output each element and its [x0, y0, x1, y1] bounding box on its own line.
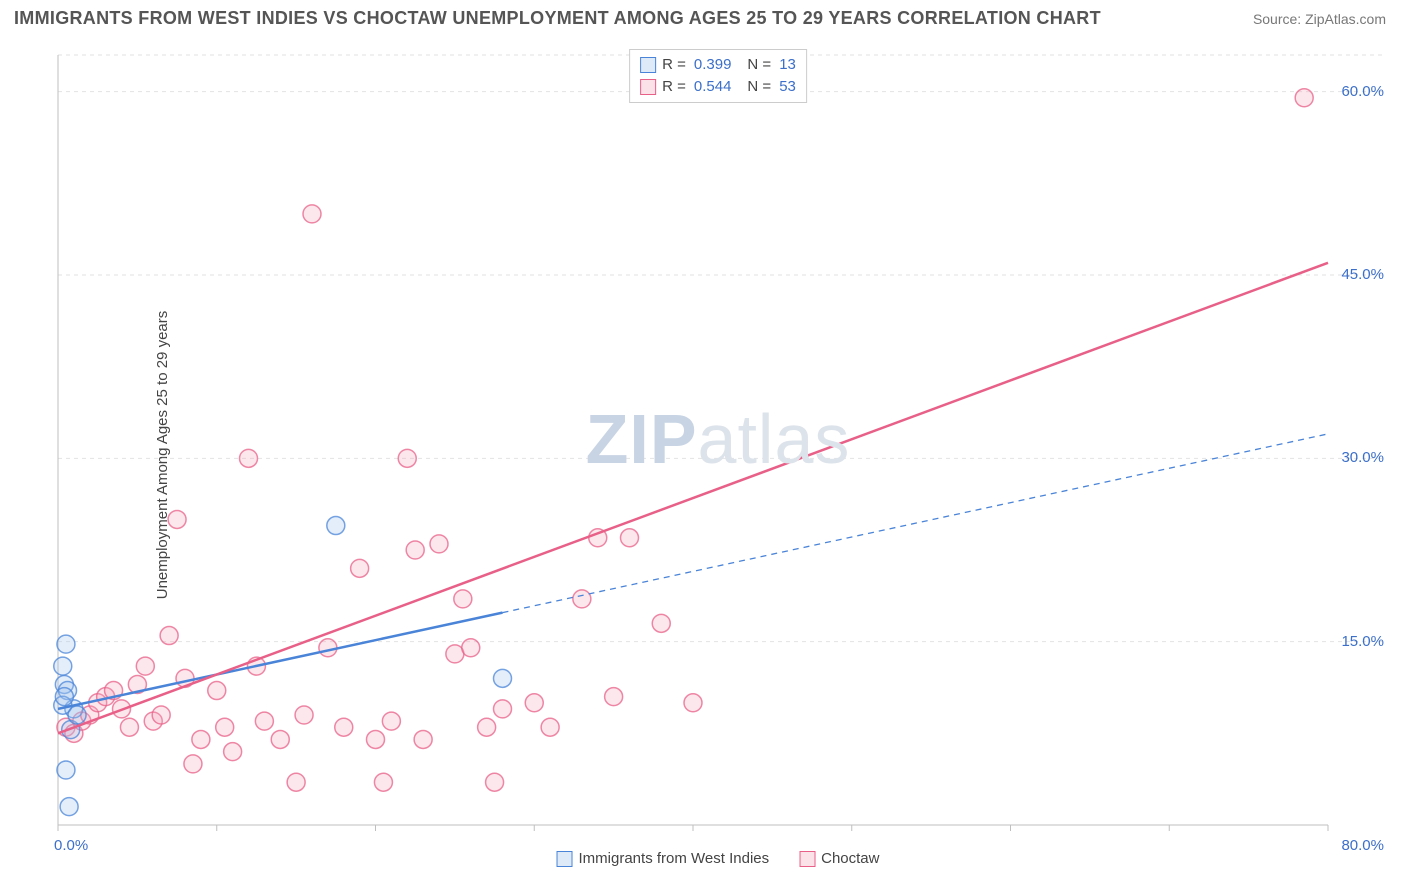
scatter-point: [224, 743, 242, 761]
scatter-point: [478, 718, 496, 736]
scatter-point: [430, 535, 448, 553]
scatter-point: [160, 627, 178, 645]
scatter-point: [573, 590, 591, 608]
correlation-chart: Unemployment Among Ages 25 to 29 years Z…: [48, 45, 1388, 865]
source-label: Source: ZipAtlas.com: [1253, 11, 1386, 27]
scatter-point: [295, 706, 313, 724]
legend-r-value: 0.544: [694, 76, 732, 98]
legend-n-label: N =: [747, 76, 771, 98]
scatter-point: [335, 718, 353, 736]
page-title: IMMIGRANTS FROM WEST INDIES VS CHOCTAW U…: [14, 8, 1101, 29]
trend-line: [58, 613, 503, 709]
scatter-point: [605, 688, 623, 706]
scatter-point: [367, 730, 385, 748]
legend-r-label: R =: [662, 76, 686, 98]
scatter-point: [1295, 89, 1313, 107]
y-tick-label: 30.0%: [1341, 449, 1384, 466]
x-max-label: 80.0%: [1341, 837, 1384, 854]
legend-r-label: R =: [662, 54, 686, 76]
scatter-point: [55, 688, 73, 706]
scatter-point: [303, 205, 321, 223]
scatter-point: [192, 730, 210, 748]
legend-n-value: 53: [779, 76, 796, 98]
scatter-point: [136, 657, 154, 675]
scatter-point: [208, 682, 226, 700]
legend-swatch: [640, 57, 656, 73]
scatter-point: [57, 635, 75, 653]
legend-swatch: [557, 851, 573, 867]
scatter-point: [216, 718, 234, 736]
scatter-point: [54, 657, 72, 675]
scatter-point: [525, 694, 543, 712]
scatter-point: [494, 669, 512, 687]
legend-n-value: 13: [779, 54, 796, 76]
scatter-point: [454, 590, 472, 608]
y-tick-label: 60.0%: [1341, 83, 1384, 100]
scatter-point: [414, 730, 432, 748]
scatter-point: [486, 773, 504, 791]
scatter-plot-svg: [48, 45, 1388, 865]
scatter-point: [240, 449, 258, 467]
legend-stat-row: R = 0.544 N = 53: [640, 76, 796, 98]
scatter-point: [374, 773, 392, 791]
scatter-point: [652, 614, 670, 632]
scatter-point: [398, 449, 416, 467]
scatter-point: [327, 517, 345, 535]
scatter-point: [319, 639, 337, 657]
scatter-point: [120, 718, 138, 736]
scatter-point: [152, 706, 170, 724]
y-tick-label: 15.0%: [1341, 633, 1384, 650]
scatter-point: [541, 718, 559, 736]
legend-series-name: Immigrants from West Indies: [579, 850, 770, 867]
scatter-point: [621, 529, 639, 547]
scatter-point: [271, 730, 289, 748]
scatter-point: [351, 559, 369, 577]
scatter-point: [68, 706, 86, 724]
trend-line: [58, 263, 1328, 734]
scatter-point: [184, 755, 202, 773]
scatter-point: [57, 761, 75, 779]
legend-stats: R = 0.399 N = 13 R = 0.544 N = 53: [629, 49, 807, 103]
legend-n-label: N =: [747, 54, 771, 76]
scatter-point: [382, 712, 400, 730]
scatter-point: [255, 712, 273, 730]
scatter-point: [168, 510, 186, 528]
legend-series-item: Choctaw: [799, 850, 879, 867]
scatter-point: [684, 694, 702, 712]
scatter-point: [60, 798, 78, 816]
legend-swatch: [799, 851, 815, 867]
legend-r-value: 0.399: [694, 54, 732, 76]
scatter-point: [406, 541, 424, 559]
scatter-point: [462, 639, 480, 657]
legend-series-name: Choctaw: [821, 850, 879, 867]
scatter-point: [287, 773, 305, 791]
legend-swatch: [640, 79, 656, 95]
legend-stat-row: R = 0.399 N = 13: [640, 54, 796, 76]
scatter-point: [494, 700, 512, 718]
y-tick-label: 45.0%: [1341, 266, 1384, 283]
x-origin-label: 0.0%: [54, 837, 88, 854]
legend-series-item: Immigrants from West Indies: [557, 850, 770, 867]
legend-series: Immigrants from West Indies Choctaw: [557, 850, 880, 867]
